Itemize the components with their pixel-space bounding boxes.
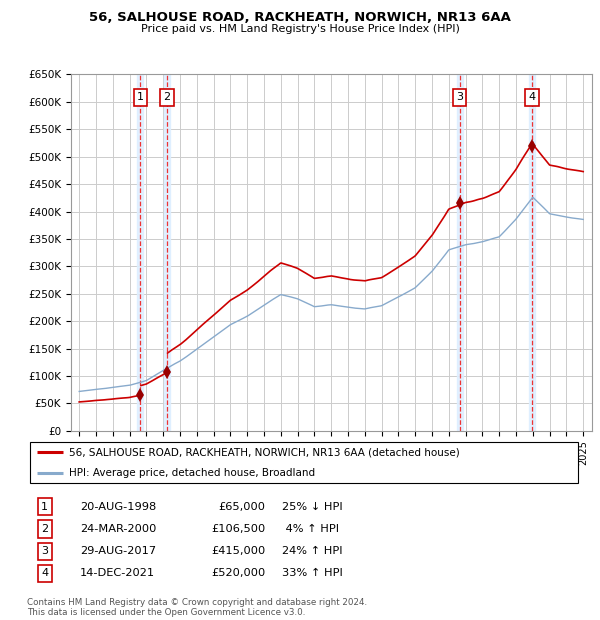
- Text: 3: 3: [41, 546, 48, 556]
- Text: 2: 2: [164, 92, 170, 102]
- Text: HPI: Average price, detached house, Broadland: HPI: Average price, detached house, Broa…: [68, 467, 315, 478]
- Text: Contains HM Land Registry data © Crown copyright and database right 2024.
This d: Contains HM Land Registry data © Crown c…: [27, 598, 367, 617]
- Text: 4% ↑ HPI: 4% ↑ HPI: [283, 524, 340, 534]
- Text: 24% ↑ HPI: 24% ↑ HPI: [283, 546, 343, 556]
- Text: 2: 2: [41, 524, 49, 534]
- Text: 14-DEC-2021: 14-DEC-2021: [80, 568, 155, 578]
- Text: 1: 1: [41, 502, 48, 512]
- Text: 3: 3: [457, 92, 463, 102]
- FancyBboxPatch shape: [30, 443, 578, 482]
- Text: £65,000: £65,000: [218, 502, 266, 512]
- Text: 4: 4: [529, 92, 536, 102]
- Text: 25% ↓ HPI: 25% ↓ HPI: [283, 502, 343, 512]
- Text: 56, SALHOUSE ROAD, RACKHEATH, NORWICH, NR13 6AA: 56, SALHOUSE ROAD, RACKHEATH, NORWICH, N…: [89, 11, 511, 24]
- Bar: [529, 74, 535, 431]
- Bar: [457, 74, 463, 431]
- Bar: [137, 74, 143, 431]
- Text: Price paid vs. HM Land Registry's House Price Index (HPI): Price paid vs. HM Land Registry's House …: [140, 24, 460, 33]
- Text: £520,000: £520,000: [211, 568, 266, 578]
- Text: 56, SALHOUSE ROAD, RACKHEATH, NORWICH, NR13 6AA (detached house): 56, SALHOUSE ROAD, RACKHEATH, NORWICH, N…: [68, 447, 460, 458]
- Text: 33% ↑ HPI: 33% ↑ HPI: [283, 568, 343, 578]
- Text: £106,500: £106,500: [211, 524, 266, 534]
- Text: £415,000: £415,000: [211, 546, 266, 556]
- Text: 4: 4: [41, 568, 49, 578]
- Text: 24-MAR-2000: 24-MAR-2000: [80, 524, 156, 534]
- Text: 1: 1: [137, 92, 144, 102]
- Text: 29-AUG-2017: 29-AUG-2017: [80, 546, 156, 556]
- Text: 20-AUG-1998: 20-AUG-1998: [80, 502, 156, 512]
- Bar: [164, 74, 170, 431]
